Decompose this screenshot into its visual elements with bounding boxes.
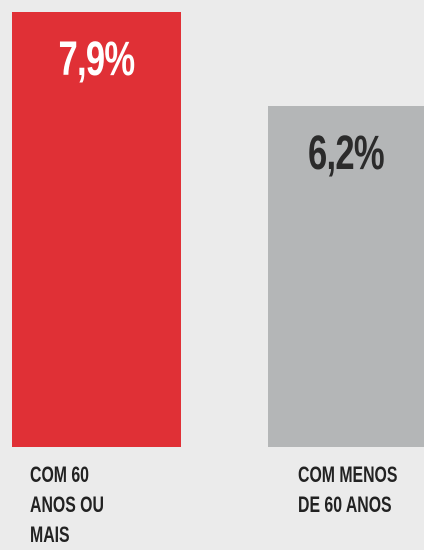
value-label: 7,9% — [58, 33, 136, 86]
bar — [268, 105, 424, 447]
category-label: COM 60 ANOS OU MAIS — [30, 462, 104, 547]
bar — [12, 12, 181, 447]
category-label: COM MENOS DE 60 ANOS — [298, 462, 398, 517]
chart: 7,9% COM 60 ANOS OU MAIS 6,2% COM MENOS DE … — [12, 12, 424, 547]
value-label: 6,2% — [308, 126, 385, 180]
